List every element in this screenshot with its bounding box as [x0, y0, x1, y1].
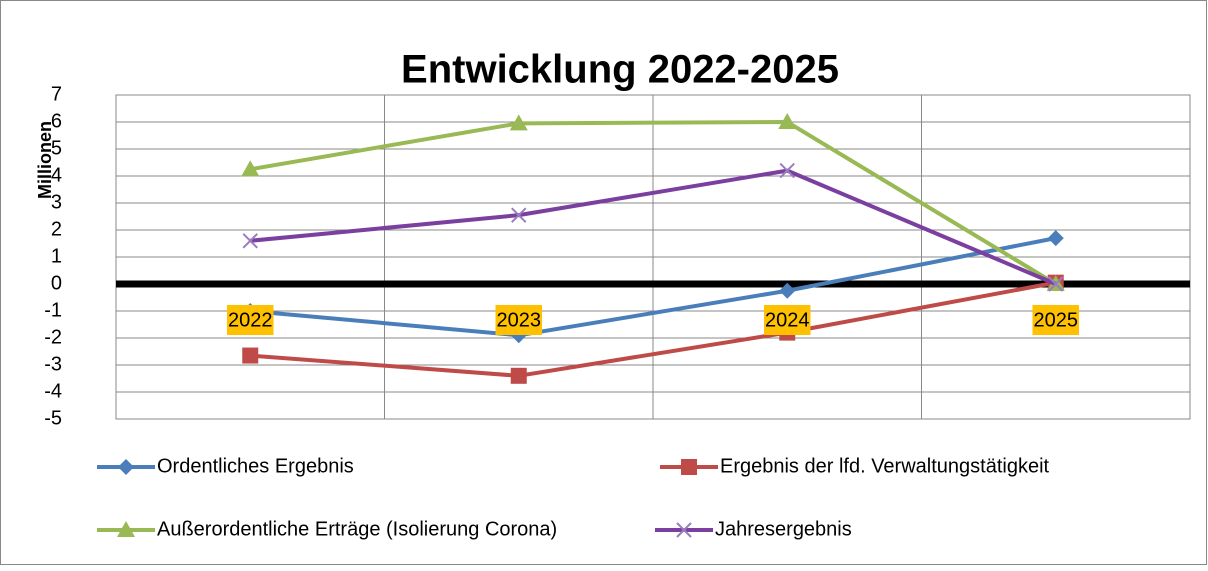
y-tick-label: -4	[44, 380, 62, 402]
y-tick-label: -5	[44, 407, 62, 429]
marker	[778, 113, 797, 129]
marker	[509, 114, 528, 131]
x-tick-label-bg	[764, 305, 811, 335]
x-tick-label-bg	[1032, 305, 1079, 335]
y-tick-label: 0	[51, 272, 62, 294]
marker	[1048, 276, 1064, 292]
marker	[681, 459, 697, 475]
series-line	[250, 280, 1057, 378]
y-tick-label: 3	[51, 191, 62, 213]
marker	[779, 282, 796, 299]
series-line	[249, 120, 1057, 286]
marker	[511, 207, 527, 223]
marker	[242, 347, 259, 364]
y-tick-label: 6	[51, 110, 62, 132]
y-tick-label: -1	[44, 299, 62, 321]
x-tick-label: 2022	[228, 309, 273, 331]
x-tick-label: 2025	[1034, 309, 1079, 331]
x-tick-label-bg	[227, 305, 274, 335]
series-line	[250, 168, 1057, 286]
legend-label: Ergebnis der lfd. Verwaltungstätigkeit	[720, 455, 1050, 477]
y-axis-label: Millionen	[35, 121, 55, 199]
x-tick-label: 2023	[497, 309, 542, 331]
marker	[118, 459, 134, 475]
marker	[510, 367, 527, 384]
marker	[1047, 230, 1064, 247]
legend-label: Jahresergebnis	[715, 518, 852, 540]
marker	[117, 521, 135, 537]
marker	[241, 160, 260, 177]
y-tick-label: -2	[44, 326, 62, 348]
y-tick-label: 1	[51, 245, 62, 267]
marker	[779, 162, 795, 179]
legend-label: Außerordentliche Erträge (Isolierung Cor…	[157, 518, 557, 540]
y-tick-label: 4	[51, 164, 62, 186]
x-tick-label-bg	[495, 305, 542, 335]
series-line	[250, 236, 1057, 338]
chart-title: Entwicklung 2022-2025	[401, 48, 839, 92]
y-tick-label: 7	[51, 83, 62, 105]
y-tick-label: -3	[44, 353, 62, 375]
marker	[242, 233, 258, 249]
x-tick-label: 2024	[765, 309, 810, 331]
marker	[676, 522, 692, 538]
legend-label: Ordentliches Ergebnis	[157, 455, 354, 477]
y-tick-label: 5	[51, 137, 62, 159]
y-tick-label: 2	[51, 218, 62, 240]
